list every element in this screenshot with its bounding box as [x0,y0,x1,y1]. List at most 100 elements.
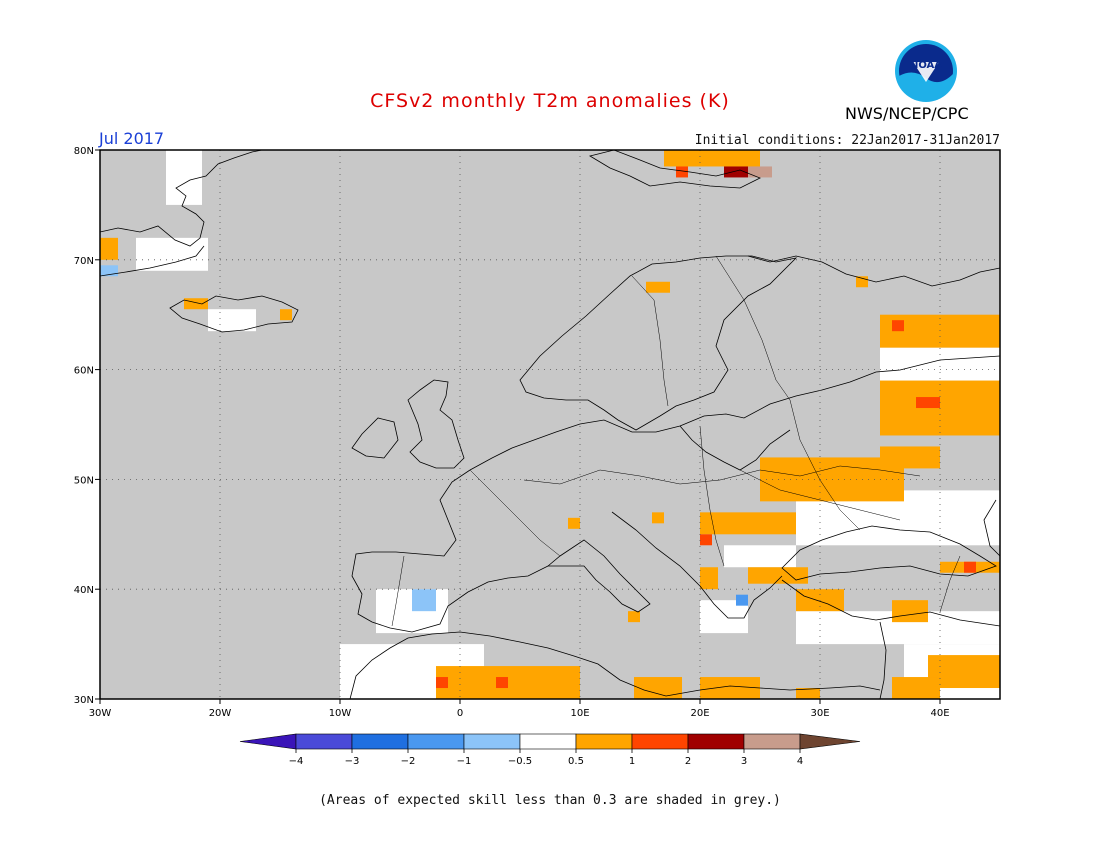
colorbar-arrow-low [239,733,297,750]
agency-label: NWS/NCEP/CPC [845,104,969,123]
border-east-europe [699,425,725,567]
border-central-europe [523,465,921,485]
colorbar-label: −3 [345,756,360,767]
initial-conditions: Initial conditions: 22Jan2017-31Jan2017 [694,133,1000,148]
lat-label: 30N [74,695,94,706]
colorbar-arrow-high [799,733,861,750]
coastline-ireland [351,417,399,459]
lon-label: 10W [329,708,352,719]
colorbar-label: −0.5 [508,756,532,767]
anomaly-cell [700,512,796,535]
anomaly-cell [748,567,808,584]
anomaly-cell [184,298,208,310]
coastline-italy [546,539,651,613]
border-finland [715,255,791,401]
anomaly-cell [880,446,940,469]
coastline-greenland [99,149,263,247]
coastline-continent-north [469,355,1001,471]
anomaly-cell [412,589,436,612]
coastline-svalbard [588,149,761,189]
map-frame [99,149,1001,700]
anomaly-cell [634,677,682,699]
anomaly-cell [496,677,508,689]
lon-label: 30E [810,708,829,719]
coastline-baltic [679,425,791,471]
near-zero-cell [136,237,208,271]
colorbar-box [743,733,801,750]
anomaly-cell [646,281,670,293]
border-ukraine [739,469,901,521]
lat-label: 70N [74,256,94,267]
anomaly-cell [748,166,772,178]
lon-label: 40E [930,708,949,719]
anomaly-cell [892,677,940,699]
skill-note: (Areas of expected skill less than 0.3 a… [319,793,781,808]
anomaly-cell [796,688,820,699]
coastline-turkey-south [781,579,1001,627]
border-iberia [391,555,405,627]
colorbar-label: 2 [685,756,691,767]
lat-label: 80N [74,146,94,157]
anomaly-cell [628,611,640,623]
colorbar-label: 3 [741,756,747,767]
anomaly-cell [568,517,580,529]
colorbar [239,733,861,753]
colorbar-box [631,733,689,750]
coastline-black-sea [781,525,997,581]
map-background [100,150,1000,699]
coastline-france-iberia [351,469,549,633]
near-zero-cell [880,347,1000,381]
anomaly-cell [736,594,748,606]
lat-label: 50N [74,475,94,486]
anomaly-cell [100,237,118,260]
border-scandinavia [631,275,669,407]
anomaly-cell [280,309,292,321]
anomaly-cell [892,320,904,332]
colorbar-label: 4 [797,756,803,767]
colorbar-label: −4 [289,756,304,767]
colorbar-box [407,733,465,750]
anomaly-cell [676,166,688,178]
near-zero-cell [166,150,202,205]
anomaly-cell [100,265,118,277]
colorbar-box [519,733,577,750]
lon-label: 20W [209,708,232,719]
lon-label: 10E [570,708,589,719]
forecast-month: Jul 2017 [99,129,165,148]
colorbar-box [575,733,633,750]
coastline-balkans-greece [611,511,783,619]
coastlines [99,149,1001,700]
coastline-north-africa [349,631,881,700]
anomaly-cell [664,150,760,167]
map-title: CFSv2 monthly T2m anomalies (K) [370,90,730,112]
anomaly-cell [700,567,718,590]
colorbar-box [351,733,409,750]
coastline-iceland [169,295,299,333]
colorbar-labels: −4 −3 −2 −1 −0.5 0.5 1 2 3 4 [289,756,804,767]
lon-label: 20E [690,708,709,719]
colorbar-box [295,733,353,750]
noaa-logo-text: NOAA [910,60,942,71]
anomaly-cell [700,534,712,546]
coastline-scandinavia [519,255,798,431]
anomaly-cell [436,677,448,689]
coastline-greenland-south [99,245,205,277]
coastline-levant [879,621,887,700]
near-zero-cell [208,309,256,332]
near-zero-cells [136,150,1000,699]
lon-label: 0 [457,708,463,719]
anomaly-cell [700,677,760,699]
colorbar-box [463,733,521,750]
longitude-labels: 30W 20W 10W 0 10E 20E 30E 40E [89,708,950,719]
latitude-labels: 80N 70N 60N 50N 40N 30N [74,146,94,706]
lon-label: 30W [89,708,112,719]
anomaly-cell [916,397,940,409]
lat-label: 40N [74,585,94,596]
anomaly-cell [856,276,868,288]
noaa-logo-icon: NOAA [893,38,959,108]
coastline-finland-russia [747,255,1001,287]
colorbar-label: 0.5 [568,756,584,767]
anomaly-cell [652,512,664,524]
border-turkey [939,555,961,613]
